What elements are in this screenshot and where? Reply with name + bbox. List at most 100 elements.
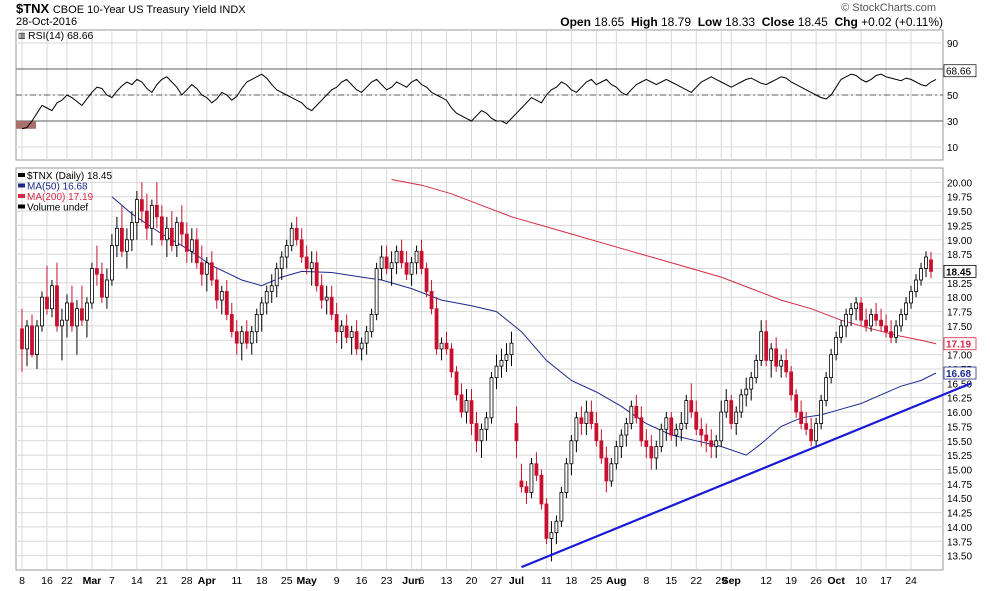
stockcharts-logo: © StockCharts.com [841, 2, 936, 14]
candle-body [219, 291, 224, 301]
candle-body [239, 331, 244, 344]
price-y-tick-label: 18.00 [947, 293, 972, 304]
candle-body [85, 302, 89, 321]
x-tick-label: Aug [606, 575, 626, 587]
x-tick-label: Jul [509, 575, 524, 587]
candle-body [909, 291, 913, 304]
candle-body [784, 359, 789, 373]
candle-body [499, 359, 504, 367]
candle-body [614, 446, 619, 465]
rsi-legend-icon: ▥ [18, 31, 26, 40]
candle-body [464, 400, 469, 413]
candle-body [20, 328, 24, 350]
candle-body [564, 463, 569, 493]
x-tick-label: 18 [566, 575, 578, 587]
candle-body [719, 411, 724, 442]
rsi-legend: RSI(14) 68.66 [28, 30, 94, 42]
candle-body [204, 262, 209, 275]
price-y-tick-label: 13.75 [947, 537, 972, 548]
candle-body [209, 262, 214, 281]
x-tick-label: 10 [855, 575, 867, 587]
ma200-current-label: 17.19 [946, 340, 971, 351]
x-tick-label: Jun [402, 575, 421, 587]
candle-body [304, 256, 309, 269]
candle-body [664, 417, 669, 430]
ma200-current-badge [943, 337, 977, 351]
candle-body [534, 463, 539, 476]
candle-body [119, 227, 124, 252]
high-value: 18.79 [661, 15, 692, 29]
candle-body [599, 440, 604, 459]
x-tick-label: 16 [41, 575, 53, 587]
symbol-description: CBOE 10-Year US Treasury Yield INDX [52, 4, 246, 16]
candle-body [694, 411, 699, 430]
candle-body [714, 440, 719, 447]
rsi-y-tick-label: 10 [947, 143, 959, 154]
rsi-y-tick-label: 50 [947, 91, 959, 102]
candle-body [354, 331, 359, 350]
candle-body [679, 423, 684, 430]
x-tick-label: 16 [356, 575, 368, 587]
price-y-tick-label: 14.75 [947, 480, 972, 491]
candle-body [479, 428, 484, 442]
x-tick-label: Oct [827, 575, 845, 587]
candle-body [139, 199, 144, 212]
candle-body [414, 250, 419, 264]
candle-body [919, 268, 923, 281]
x-tick-label: 27 [491, 575, 503, 587]
x-tick-label: 12 [760, 575, 772, 587]
x-tick-label: 8 [19, 575, 25, 587]
legend-swatch [18, 204, 25, 209]
candle-body [105, 279, 109, 298]
price-y-tick-label: 15.25 [947, 451, 972, 462]
price-y-tick-label: 15.75 [947, 422, 972, 433]
candle-body [269, 285, 274, 292]
candle-body [35, 325, 39, 356]
rsi-series-line [21, 73, 937, 130]
candle-body [519, 480, 524, 488]
candle-body [579, 417, 584, 424]
x-tick-label: 22 [61, 575, 73, 587]
candle-body [674, 428, 679, 436]
candle-body [95, 268, 99, 275]
candle-body [529, 463, 534, 493]
candle-body [439, 342, 444, 350]
ohlc-summary: Open 18.65 High 18.79 Low 18.33 Close 18… [560, 15, 943, 29]
x-tick-label: 23 [381, 575, 393, 587]
candle-body [804, 423, 809, 430]
candle-body [574, 417, 579, 442]
candle-body [824, 377, 829, 401]
x-tick-label: 24 [905, 575, 917, 587]
candle-body [864, 319, 868, 327]
candle-body [349, 331, 354, 338]
candle-body [229, 314, 234, 333]
candle-body [174, 222, 179, 246]
rsi-oversold-fill [16, 121, 36, 129]
candle-body [114, 227, 119, 246]
candle-body [789, 371, 794, 396]
candle-body [70, 302, 74, 327]
candle-body [729, 400, 734, 424]
open-label: Open [560, 15, 591, 29]
candle-body [459, 394, 464, 413]
candle-body [759, 331, 764, 361]
candle-body [294, 227, 299, 241]
candle-body [334, 314, 339, 333]
candle-body [344, 325, 349, 338]
x-tick-label: 22 [690, 575, 702, 587]
price-y-tick-label: 13.50 [947, 552, 972, 563]
candle-body [524, 486, 529, 493]
candle-body [929, 259, 933, 272]
candle-body [289, 227, 294, 246]
candle-body [849, 308, 853, 315]
candle-body [429, 291, 434, 310]
candle-body [379, 256, 384, 269]
candle-body [604, 457, 609, 482]
price-y-tick-label: 14.50 [947, 494, 972, 505]
candle-body [819, 400, 824, 424]
candle-body [259, 302, 264, 315]
candle-body [899, 314, 903, 327]
candle-body [434, 308, 439, 350]
price-y-tick-label: 20.00 [947, 178, 972, 189]
candle-body [284, 245, 289, 258]
